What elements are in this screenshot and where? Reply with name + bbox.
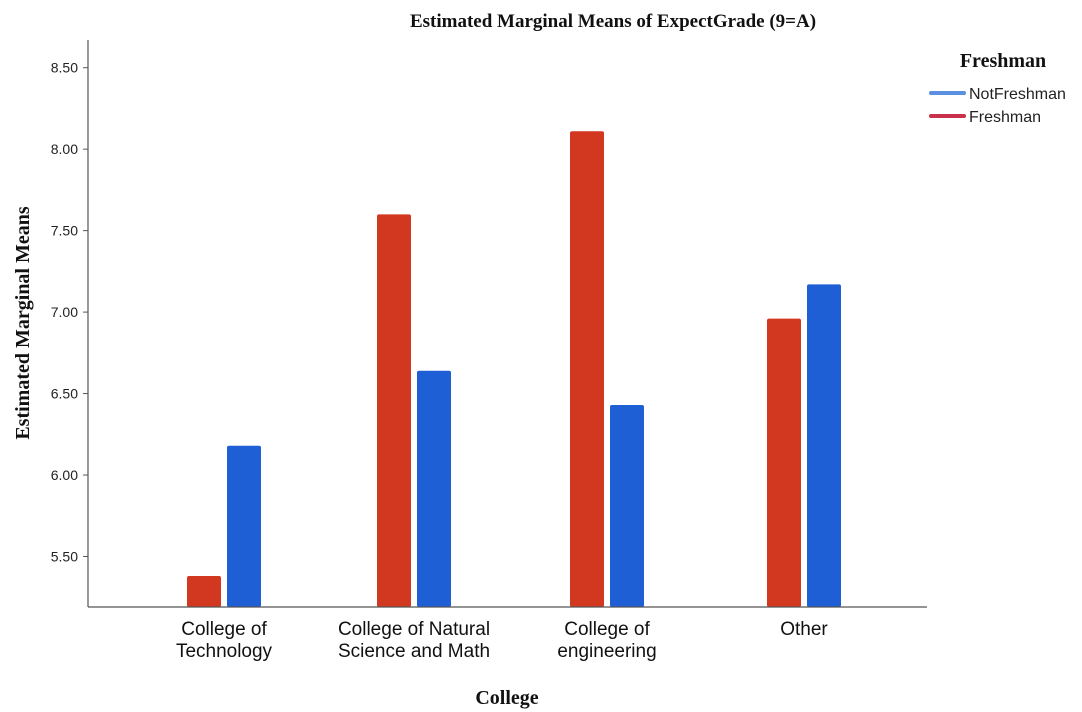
legend-label-freshman: Freshman bbox=[969, 109, 1041, 126]
y-tick-label: 5.50 bbox=[51, 548, 78, 564]
x-tick-label: College of Natural Science and Math bbox=[338, 619, 490, 662]
bar-freshman-2 bbox=[570, 131, 604, 607]
legend-label-notfreshman: NotFreshman bbox=[969, 86, 1066, 103]
bar-notfreshman-1 bbox=[417, 370, 451, 607]
legend: Freshman NotFreshman Freshman bbox=[929, 50, 1066, 126]
chart-title: Estimated Marginal Means of ExpectGrade … bbox=[410, 11, 816, 32]
y-tick-label: 7.50 bbox=[51, 223, 78, 239]
bar-freshman-0 bbox=[187, 576, 221, 607]
bar-freshman-1 bbox=[377, 214, 411, 607]
y-tick-label: 8.50 bbox=[51, 60, 78, 76]
x-tick-labels: College of Technology College of Natural Sc… bbox=[176, 619, 828, 662]
bar-notfreshman-0 bbox=[227, 445, 261, 607]
y-axis-label: Estimated Marginal Means bbox=[12, 206, 34, 440]
y-tick-label: 8.00 bbox=[51, 141, 78, 157]
x-tick-label: Other bbox=[780, 619, 828, 640]
bar-notfreshman-3 bbox=[807, 284, 841, 607]
bars bbox=[187, 131, 841, 607]
legend-title: Freshman bbox=[960, 50, 1046, 72]
x-tick-label: College of Technology bbox=[176, 619, 273, 662]
x-axis-label: College bbox=[475, 687, 538, 709]
bar-notfreshman-2 bbox=[610, 404, 644, 607]
y-tick-label: 6.00 bbox=[51, 467, 78, 483]
bar-freshman-3 bbox=[767, 318, 801, 607]
y-tick-labels: 5.50 6.00 6.50 7.00 7.50 8.00 8.50 bbox=[51, 60, 88, 564]
y-tick-label: 7.00 bbox=[51, 304, 78, 320]
y-tick-label: 6.50 bbox=[51, 386, 78, 402]
x-tick-label: College of engineering bbox=[557, 619, 656, 662]
